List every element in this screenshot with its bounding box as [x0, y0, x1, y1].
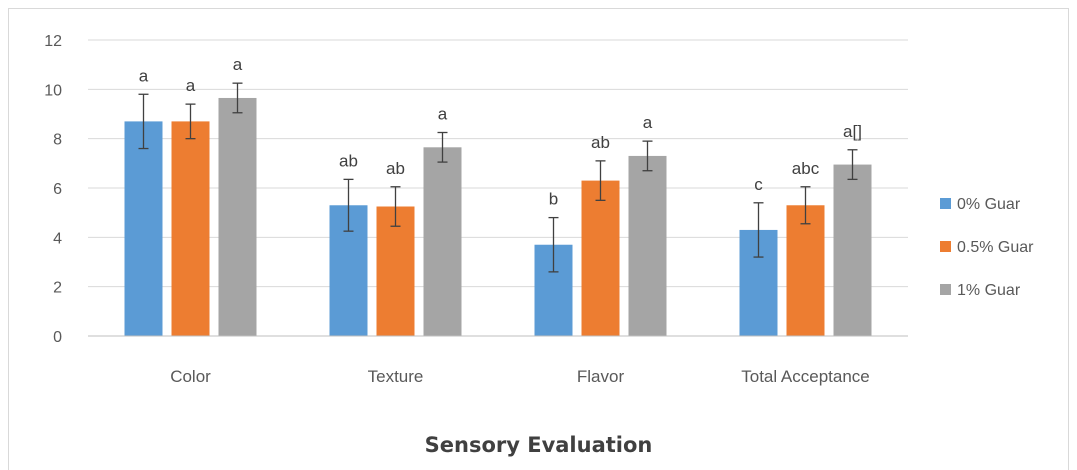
- bar: [124, 121, 163, 337]
- legend-label: 0.5% Guar: [957, 239, 1034, 256]
- bar: [423, 147, 462, 336]
- significance-label: abc: [792, 159, 820, 178]
- y-axis: 0 2 4 6 8 10 12: [44, 33, 62, 346]
- gridlines: [88, 39, 908, 288]
- y-tick-label: 12: [44, 33, 62, 50]
- significance-label: c: [754, 175, 763, 194]
- legend-swatch: [940, 241, 951, 252]
- bar: [218, 97, 257, 336]
- significance-label: a: [643, 113, 653, 132]
- y-tick-label: 6: [53, 181, 62, 198]
- significance-label: ab: [386, 159, 405, 178]
- bar: [833, 164, 872, 336]
- bar: [171, 121, 210, 337]
- significance-label: b: [549, 190, 558, 209]
- significance-label: a[]: [843, 122, 862, 141]
- bars: [124, 97, 872, 337]
- x-category-label: Total Acceptance: [741, 367, 870, 386]
- bar: [581, 180, 620, 336]
- y-tick-label: 0: [53, 329, 62, 346]
- y-tick-label: 2: [53, 280, 62, 297]
- significance-label: a: [186, 76, 196, 95]
- legend: 0% Guar 0.5% Guar 1% Guar: [940, 196, 1034, 299]
- significance-label: a: [438, 105, 448, 124]
- legend-swatch: [940, 284, 951, 295]
- legend-label: 1% Guar: [957, 282, 1021, 299]
- legend-swatch: [940, 198, 951, 209]
- significance-label: ab: [591, 133, 610, 152]
- y-tick-label: 4: [53, 230, 62, 247]
- x-category-label: Color: [170, 367, 211, 386]
- error-bars: [138, 82, 858, 273]
- significance-label: a: [233, 55, 243, 74]
- bar: [628, 155, 667, 336]
- y-tick-label: 8: [53, 132, 62, 149]
- x-axis: Color Texture Flavor Total Acceptance: [88, 335, 908, 386]
- significance-label: a: [139, 66, 149, 85]
- x-category-label: Texture: [368, 367, 424, 386]
- y-tick-label: 10: [44, 82, 62, 99]
- chart-title: Sensory Evaluation: [424, 433, 653, 457]
- significance-label: ab: [339, 151, 358, 170]
- legend-label: 0% Guar: [957, 196, 1021, 213]
- bar: [376, 206, 415, 336]
- x-category-label: Flavor: [577, 367, 625, 386]
- bar: [786, 205, 825, 336]
